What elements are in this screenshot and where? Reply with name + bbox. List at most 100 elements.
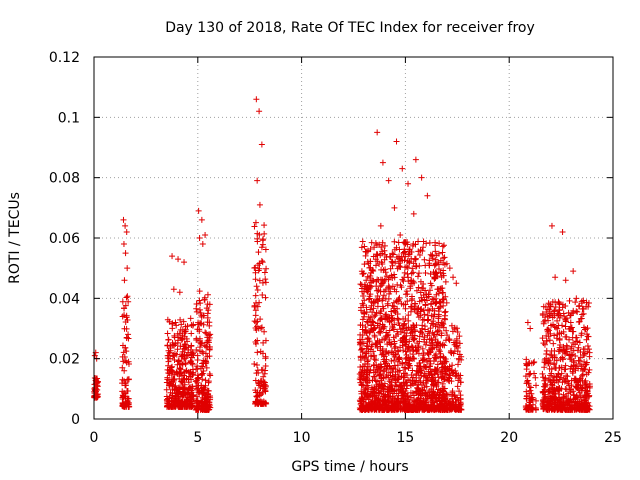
data-point bbox=[364, 273, 371, 280]
data-point bbox=[576, 302, 583, 309]
data-point bbox=[547, 351, 554, 358]
data-point bbox=[122, 222, 129, 229]
data-point bbox=[369, 377, 376, 384]
data-point bbox=[207, 396, 214, 403]
data-point bbox=[401, 374, 408, 381]
y-tick-label: 0.04 bbox=[49, 291, 80, 307]
data-point bbox=[454, 328, 461, 335]
data-point bbox=[410, 374, 417, 381]
data-point bbox=[368, 384, 375, 391]
data-point bbox=[388, 308, 395, 315]
data-point bbox=[555, 298, 562, 305]
data-point bbox=[123, 294, 130, 301]
data-point bbox=[564, 373, 571, 380]
data-point bbox=[388, 272, 395, 279]
data-point bbox=[261, 370, 268, 377]
data-point bbox=[437, 358, 444, 365]
data-point bbox=[377, 364, 384, 371]
data-point bbox=[577, 315, 584, 322]
data-point bbox=[388, 348, 395, 355]
data-point bbox=[422, 269, 429, 276]
data-point bbox=[430, 374, 437, 381]
data-point bbox=[439, 249, 446, 256]
data-point bbox=[203, 343, 210, 350]
data-point bbox=[206, 346, 213, 353]
data-point bbox=[207, 372, 214, 379]
data-point bbox=[358, 400, 365, 407]
data-point bbox=[435, 327, 442, 334]
data-point bbox=[182, 326, 189, 333]
data-point bbox=[198, 371, 205, 378]
data-point bbox=[417, 278, 424, 285]
data-point bbox=[379, 159, 386, 166]
data-point bbox=[379, 323, 386, 330]
data-point bbox=[426, 405, 433, 412]
data-point bbox=[199, 370, 206, 377]
data-point bbox=[171, 342, 178, 349]
data-point bbox=[449, 389, 456, 396]
data-point bbox=[543, 347, 550, 354]
data-point bbox=[188, 330, 195, 337]
data-point bbox=[395, 392, 402, 399]
data-point bbox=[427, 251, 434, 258]
data-point bbox=[359, 395, 366, 402]
data-point bbox=[200, 357, 207, 364]
axis-ticks: 0 5 10 15 20 25 0 0.02 0.04 0.06 0.08 0.1 0.12 bbox=[49, 50, 622, 446]
data-point bbox=[406, 405, 413, 412]
data-point bbox=[539, 370, 546, 377]
data-point bbox=[403, 352, 410, 359]
data-point bbox=[358, 390, 365, 397]
data-point bbox=[573, 394, 580, 401]
data-point bbox=[380, 385, 387, 392]
data-point bbox=[393, 406, 400, 413]
data-point bbox=[193, 335, 200, 342]
data-point bbox=[438, 375, 445, 382]
data-point bbox=[394, 310, 401, 317]
data-point bbox=[456, 340, 463, 347]
data-point bbox=[373, 386, 380, 393]
data-point bbox=[424, 312, 431, 319]
data-point bbox=[360, 302, 367, 309]
x-tick-label: 20 bbox=[500, 430, 518, 446]
data-point bbox=[402, 341, 409, 348]
data-point bbox=[386, 319, 393, 326]
data-point bbox=[401, 257, 408, 264]
data-point bbox=[165, 347, 172, 354]
data-point bbox=[376, 371, 383, 378]
data-point bbox=[384, 341, 391, 348]
data-point bbox=[577, 348, 584, 355]
data-point bbox=[416, 360, 423, 367]
data-point bbox=[526, 399, 533, 406]
grid-lines bbox=[94, 57, 613, 419]
data-point bbox=[524, 319, 531, 326]
data-point bbox=[188, 342, 195, 349]
data-point bbox=[196, 297, 203, 304]
data-point bbox=[121, 277, 128, 284]
data-point bbox=[457, 399, 464, 406]
data-point bbox=[405, 317, 412, 324]
data-point bbox=[410, 328, 417, 335]
data-point bbox=[455, 344, 462, 351]
data-point bbox=[383, 273, 390, 280]
data-point bbox=[404, 291, 411, 298]
data-point bbox=[261, 328, 268, 335]
data-point bbox=[358, 244, 365, 251]
data-point bbox=[178, 321, 185, 328]
data-point bbox=[373, 341, 380, 348]
data-point bbox=[413, 262, 420, 269]
data-point bbox=[196, 348, 203, 355]
data-point bbox=[357, 339, 364, 346]
data-point bbox=[187, 315, 194, 322]
data-point bbox=[430, 296, 437, 303]
data-point bbox=[440, 296, 447, 303]
data-point bbox=[399, 360, 406, 367]
data-point bbox=[386, 336, 393, 343]
data-point bbox=[361, 288, 368, 295]
data-point bbox=[380, 393, 387, 400]
data-point bbox=[192, 406, 199, 413]
data-point bbox=[558, 370, 565, 377]
y-tick-label: 0.02 bbox=[49, 352, 80, 368]
data-point bbox=[251, 318, 258, 325]
data-point bbox=[179, 353, 186, 360]
data-point bbox=[400, 334, 407, 341]
